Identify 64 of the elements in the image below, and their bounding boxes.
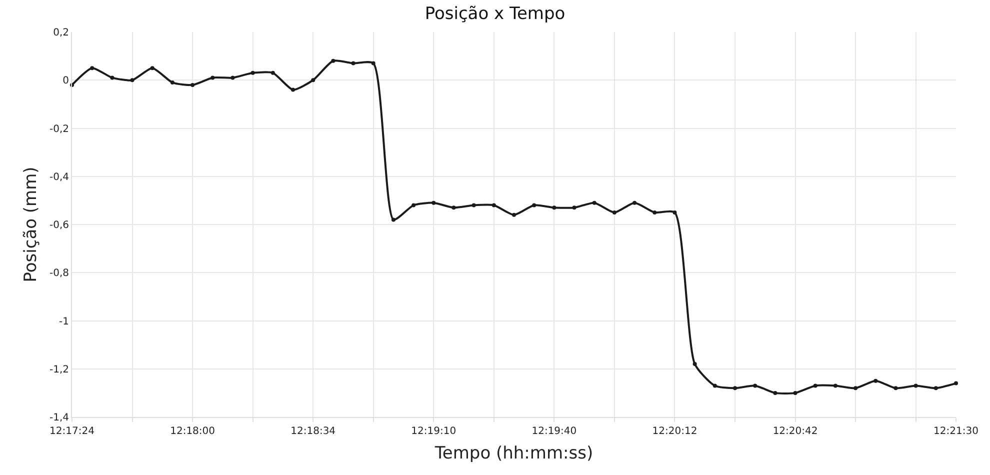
point [190, 82, 195, 87]
x-axis-title: Tempo (hh:mm:ss) [434, 443, 594, 464]
point [572, 206, 576, 210]
point [291, 88, 295, 92]
y-tick-label: -1 [59, 316, 69, 328]
point [250, 70, 255, 75]
point [833, 384, 838, 388]
x-tick-label: 12:20:12 [652, 426, 698, 437]
point [331, 58, 336, 63]
point [854, 386, 858, 390]
x-tick-label: 12:21:30 [934, 426, 978, 437]
point [432, 200, 436, 205]
y-tick-label: -1,2 [49, 364, 69, 376]
y-tick-label: 0,2 [53, 28, 69, 38]
point [412, 203, 416, 208]
point [492, 203, 496, 208]
chart-title: Posição x Tempo [424, 4, 566, 24]
point [712, 384, 717, 388]
x-tick-label: 12:19:10 [411, 426, 456, 437]
point [230, 76, 235, 80]
point [130, 78, 134, 82]
point [512, 212, 516, 217]
y-tick-label: 0 [62, 76, 69, 87]
point [652, 210, 657, 214]
point [672, 210, 677, 214]
y-tick-label: -0,8 [49, 268, 69, 280]
point [110, 76, 114, 80]
point [552, 206, 556, 210]
x-tick-label: 12:17:24 [50, 426, 94, 437]
point [391, 218, 396, 222]
point [753, 384, 758, 388]
point [914, 384, 918, 388]
point [311, 78, 316, 82]
y-axis-title: Posição (mm) [21, 166, 42, 282]
point [532, 203, 536, 208]
point [692, 362, 697, 366]
point [954, 381, 958, 386]
point [210, 76, 215, 80]
point [773, 390, 778, 395]
point [150, 66, 154, 70]
point [874, 378, 878, 383]
point [894, 386, 898, 390]
point [813, 384, 818, 388]
point [733, 386, 737, 390]
y-tick-label: -1,4 [49, 412, 69, 424]
x-tick-label: 12:20:42 [772, 426, 818, 437]
x-tick-label: 12:18:34 [290, 426, 336, 437]
y-tick-label: -0,6 [49, 220, 69, 231]
point [351, 61, 356, 66]
point [612, 210, 616, 214]
point [934, 386, 938, 390]
point [90, 66, 94, 70]
x-tick-label: 12:19:40 [532, 426, 577, 437]
point [270, 70, 275, 75]
y-tick-label: -0,2 [49, 124, 69, 135]
x-tick-label: 12:18:00 [170, 426, 216, 437]
point [170, 80, 174, 85]
point [793, 390, 798, 395]
y-tick-label: -0,4 [49, 172, 69, 183]
point [452, 206, 456, 210]
point [371, 61, 376, 66]
point [592, 200, 596, 205]
point [632, 200, 637, 205]
point [472, 203, 476, 208]
